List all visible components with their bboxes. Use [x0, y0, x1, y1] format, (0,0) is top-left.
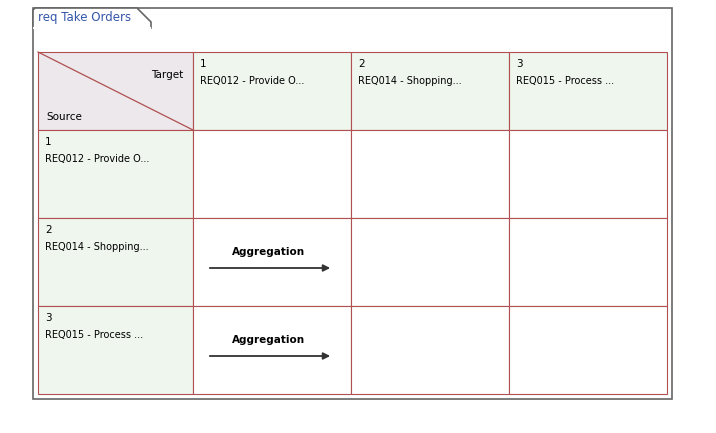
Text: 3: 3: [516, 59, 523, 69]
Text: REQ012 - Provide O...: REQ012 - Provide O...: [45, 154, 150, 164]
Bar: [351, 218, 509, 306]
Text: 2: 2: [358, 59, 364, 69]
Bar: [33, 8, 672, 399]
Text: REQ014 - Shopping...: REQ014 - Shopping...: [45, 242, 149, 252]
Bar: [509, 130, 667, 218]
Text: REQ012 - Provide O...: REQ012 - Provide O...: [200, 76, 304, 86]
Text: 1: 1: [200, 59, 207, 69]
Text: Aggregation: Aggregation: [232, 247, 306, 257]
Bar: [509, 218, 667, 306]
Bar: [193, 218, 351, 306]
Text: 1: 1: [45, 137, 52, 147]
Bar: [509, 52, 667, 130]
Bar: [38, 52, 193, 130]
Bar: [38, 218, 193, 306]
Text: REQ015 - Process ...: REQ015 - Process ...: [45, 330, 143, 340]
Bar: [38, 306, 193, 394]
Bar: [193, 130, 351, 218]
Text: Aggregation: Aggregation: [232, 335, 306, 345]
Bar: [351, 52, 509, 130]
Polygon shape: [33, 8, 151, 28]
Text: req Take Orders: req Take Orders: [38, 12, 131, 25]
Bar: [509, 306, 667, 394]
Bar: [38, 130, 193, 218]
Text: Target: Target: [151, 70, 183, 80]
Bar: [193, 52, 351, 130]
Text: 2: 2: [45, 225, 52, 235]
Text: REQ015 - Process ...: REQ015 - Process ...: [516, 76, 614, 86]
Bar: [351, 130, 509, 218]
Text: Source: Source: [46, 112, 82, 122]
Text: REQ014 - Shopping...: REQ014 - Shopping...: [358, 76, 462, 86]
Text: 3: 3: [45, 313, 52, 323]
Bar: [351, 306, 509, 394]
Bar: [193, 306, 351, 394]
